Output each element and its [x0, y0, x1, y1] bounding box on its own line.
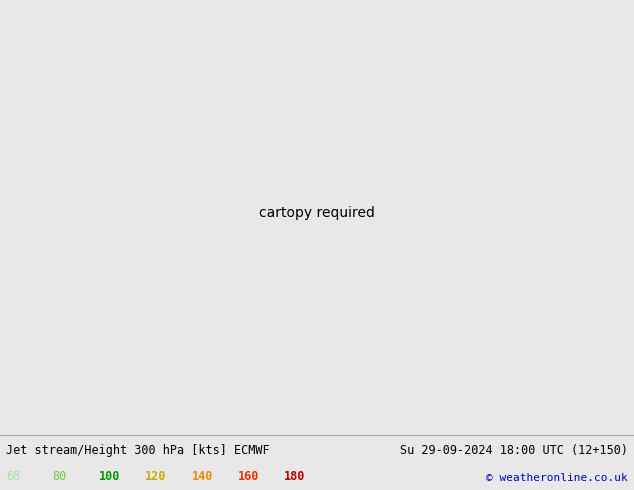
- Text: 120: 120: [145, 470, 167, 483]
- Text: 160: 160: [238, 470, 259, 483]
- Text: 140: 140: [191, 470, 213, 483]
- Text: Su 29-09-2024 18:00 UTC (12+150): Su 29-09-2024 18:00 UTC (12+150): [399, 444, 628, 457]
- Text: 180: 180: [284, 470, 306, 483]
- Text: 60: 60: [6, 470, 20, 483]
- Text: Jet stream/Height 300 hPa [kts] ECMWF: Jet stream/Height 300 hPa [kts] ECMWF: [6, 444, 270, 457]
- Text: cartopy required: cartopy required: [259, 206, 375, 220]
- Text: © weatheronline.co.uk: © weatheronline.co.uk: [486, 473, 628, 483]
- Text: 100: 100: [99, 470, 120, 483]
- Text: 80: 80: [53, 470, 67, 483]
